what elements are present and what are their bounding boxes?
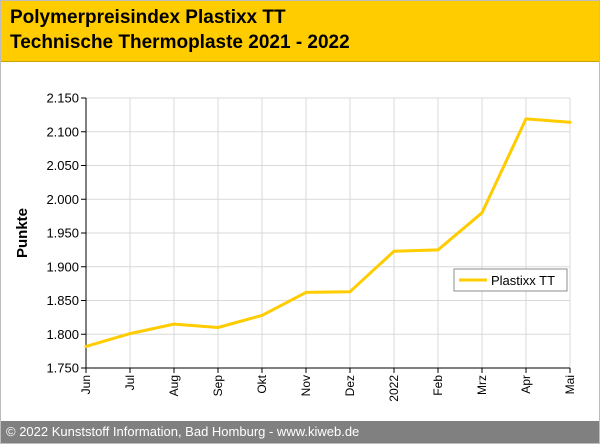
data-point <box>172 322 176 326</box>
x-tick-label: Jul <box>123 375 137 390</box>
footer-bar: © 2022 Kunststoff Information, Bad Hombu… <box>1 421 599 443</box>
x-tick-label: Sep <box>211 375 225 397</box>
data-point <box>480 211 484 215</box>
x-tick-label: Mrz <box>475 375 489 395</box>
data-point <box>84 344 88 348</box>
x-tick-label: Okt <box>255 374 269 393</box>
chart-header: Polymerpreisindex Plastixx TT Technische… <box>1 1 599 62</box>
y-tick-label: 1.800 <box>46 327 79 342</box>
y-tick-label: 1.950 <box>46 226 79 241</box>
data-point <box>216 326 220 329</box>
x-tick-label: Dez <box>343 375 357 396</box>
legend-label: Plastixx TT <box>491 273 555 288</box>
y-tick-label: 2.050 <box>46 158 79 173</box>
y-tick-label: 2.100 <box>46 124 79 139</box>
y-tick-label: 1.750 <box>46 361 79 376</box>
data-point <box>348 290 352 294</box>
x-tick-label: 2022 <box>387 375 401 402</box>
series-line <box>84 117 572 348</box>
x-tick-label: Jun <box>79 375 93 394</box>
x-tick-label: Nov <box>299 375 313 396</box>
x-tick-label: Apr <box>519 375 533 394</box>
data-point <box>128 332 132 336</box>
data-point <box>524 117 528 121</box>
x-tick-label: Feb <box>431 375 445 396</box>
data-point <box>304 290 308 294</box>
chart-subtitle: Technische Thermoplaste 2021 - 2022 <box>10 32 350 53</box>
chart-title: Polymerpreisindex Plastixx TT <box>10 7 286 28</box>
data-point <box>436 248 440 252</box>
y-tick-label: 1.850 <box>46 293 79 308</box>
y-axis-label: Punkte <box>14 208 31 258</box>
y-tick-label: 2.000 <box>46 192 79 207</box>
legend-box <box>453 268 568 292</box>
copyright-text: © 2022 Kunststoff Information, Bad Hombu… <box>6 424 360 439</box>
line-chart: 1.750 1.800 1.850 1.900 1.950 2.000 2.050 2.100… <box>14 91 577 402</box>
x-tick-label: Aug <box>167 375 181 396</box>
y-tick-label: 1.900 <box>46 259 79 274</box>
x-tick-label: Mai <box>563 375 577 394</box>
data-point <box>568 120 572 124</box>
y-tick-label: 2.150 <box>46 91 79 106</box>
data-point <box>260 313 264 317</box>
data-point <box>392 249 396 253</box>
